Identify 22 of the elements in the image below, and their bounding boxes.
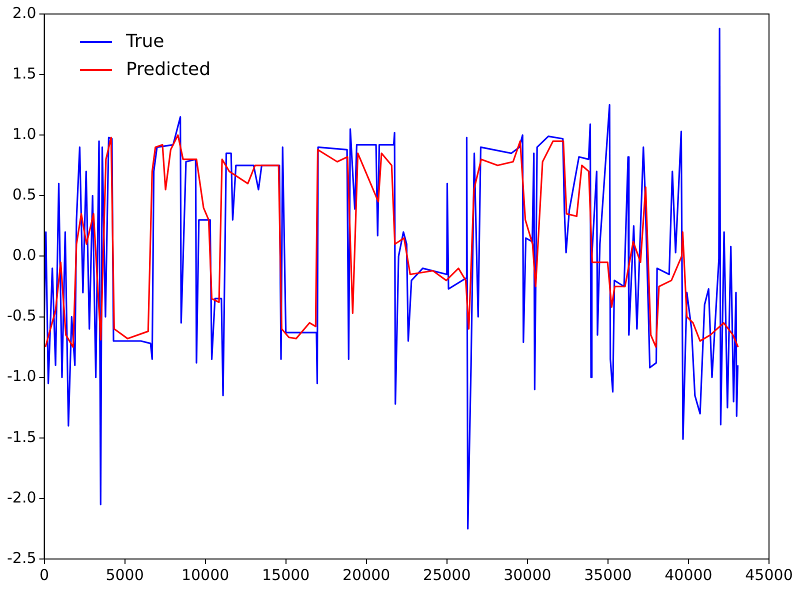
x-tick-label: 15000	[262, 566, 310, 584]
x-tick-label: 35000	[584, 566, 632, 584]
x-tick-label: 0	[39, 566, 50, 584]
x-tick-label: 40000	[664, 566, 712, 584]
y-tick-label: 0.5	[12, 186, 36, 204]
legend-label: Predicted	[126, 58, 210, 82]
legend-label: True	[126, 30, 164, 54]
x-tick-label: 45000	[745, 566, 793, 584]
y-tick-label: 2.0	[12, 4, 36, 22]
x-tick-label: 20000	[342, 566, 390, 584]
y-tick-label: -1.0	[6, 367, 36, 386]
y-tick-label: -2.0	[6, 488, 36, 506]
y-tick-label: 1.0	[12, 125, 36, 143]
x-tick-label: 25000	[423, 566, 471, 584]
y-tick-label: 1.5	[12, 64, 36, 82]
y-tick-label: 0.0	[12, 246, 36, 264]
x-tick-label: 10000	[181, 566, 230, 584]
x-tick-label: 30000	[504, 566, 552, 584]
y-tick-label: -0.5	[6, 306, 36, 325]
y-tick-label: -1.5	[6, 428, 36, 446]
y-tick-label: -2.5	[6, 548, 36, 567]
x-tick-label: 5000	[106, 566, 144, 584]
